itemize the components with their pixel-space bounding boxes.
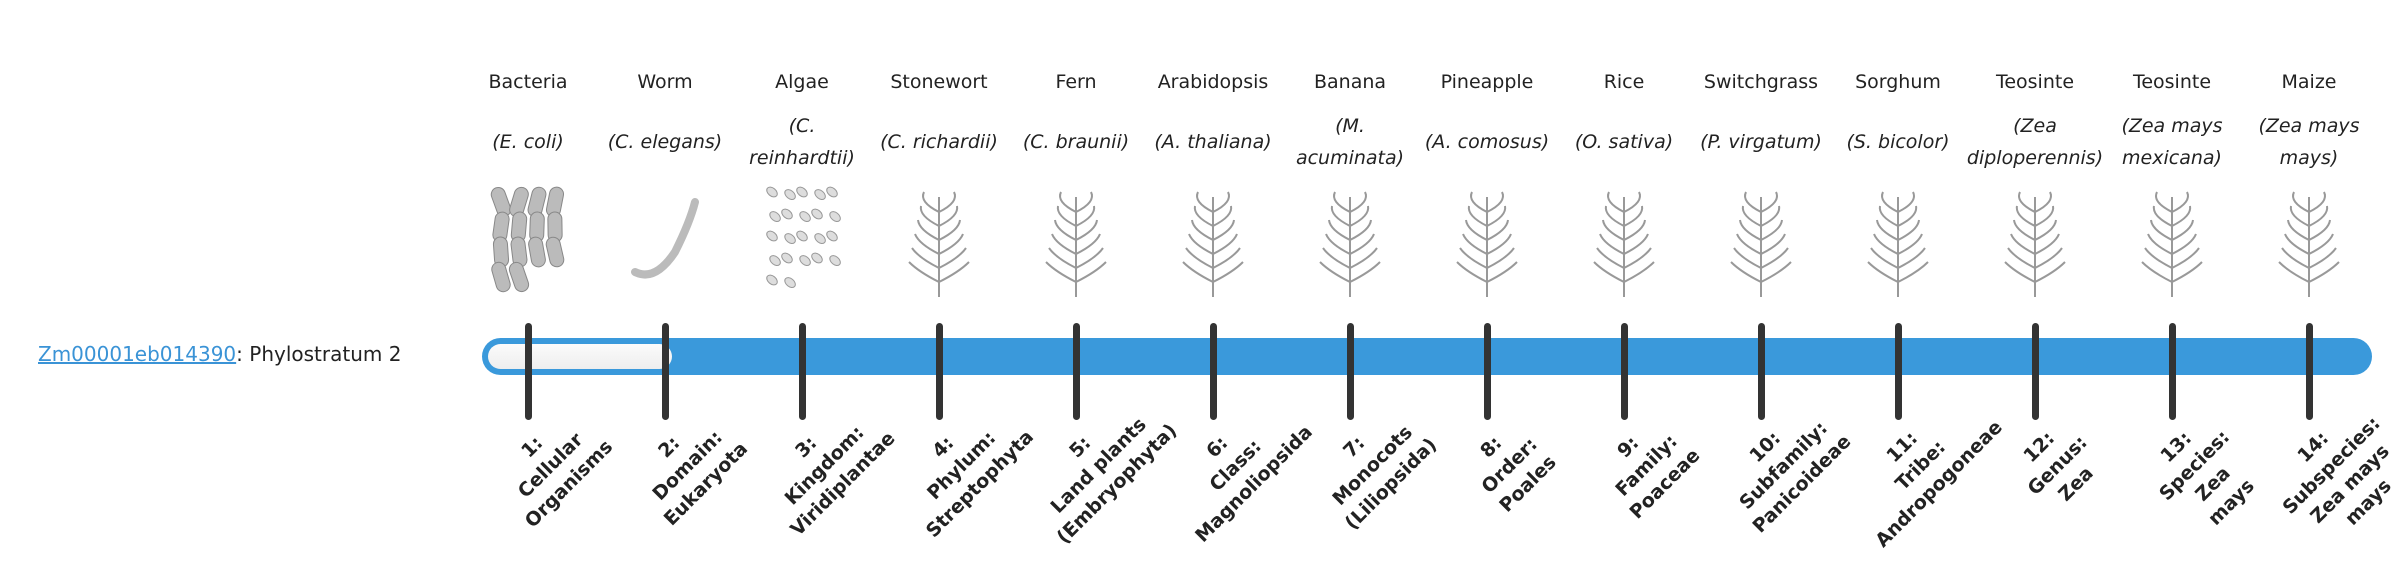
organism-common-name: Sorghum bbox=[1855, 71, 1941, 93]
stratum-tick bbox=[799, 323, 806, 420]
stratum-tick bbox=[1621, 323, 1628, 420]
stratum-tick bbox=[936, 323, 943, 420]
teosinte-illustration bbox=[2104, 182, 2240, 302]
organism-common-name: Maize bbox=[2281, 71, 2337, 93]
gene-label: Zm00001eb014390: Phylostratum 2 bbox=[38, 342, 401, 366]
gene-link[interactable]: Zm00001eb014390 bbox=[38, 342, 237, 366]
organism-scientific-name: (Zea mays mexicana) bbox=[2121, 115, 2223, 169]
organism-column: Fern (C. braunii) bbox=[1008, 62, 1144, 302]
stratum-tick bbox=[2032, 323, 2039, 420]
organism-common-name: Stonewort bbox=[890, 71, 988, 93]
switchgrass-illustration bbox=[1693, 182, 1829, 302]
organism-column: Algae (C. reinhardtii) bbox=[734, 62, 870, 302]
organism-column: Switchgrass (P. virgatum) bbox=[1693, 62, 1829, 302]
stratum-tick bbox=[1484, 323, 1491, 420]
bacteria-illustration bbox=[460, 182, 596, 302]
fern-illustration bbox=[1008, 182, 1144, 302]
organism-column: Worm (C. elegans) bbox=[597, 62, 733, 302]
organism-scientific-name: (C. reinhardtii) bbox=[749, 115, 855, 169]
phylostratum-bar bbox=[482, 338, 2372, 375]
organism-common-name: Rice bbox=[1603, 71, 1645, 93]
banana-illustration bbox=[1282, 182, 1418, 302]
organism-column: Rice (O. sativa) bbox=[1556, 62, 1692, 302]
organism-common-name: Teosinte bbox=[1995, 71, 2075, 93]
organism-column: Pineapple (A. comosus) bbox=[1419, 62, 1555, 302]
stonewort-illustration bbox=[871, 182, 1007, 302]
organism-common-name: Teosinte bbox=[2132, 71, 2212, 93]
stratum-tick bbox=[2169, 323, 2176, 420]
organism-column: Stonewort (C. richardii) bbox=[871, 62, 1007, 302]
maize-illustration bbox=[2241, 182, 2377, 302]
teosinte-illustration bbox=[1967, 182, 2103, 302]
organism-common-name: Fern bbox=[1055, 71, 1097, 93]
organism-scientific-name: (Zea mays mays) bbox=[2258, 115, 2360, 169]
rice-illustration bbox=[1556, 182, 1692, 302]
organism-common-name: Pineapple bbox=[1440, 71, 1534, 93]
stratum-tick bbox=[1758, 323, 1765, 420]
organism-scientific-name: (C. elegans) bbox=[607, 131, 723, 153]
worm-illustration bbox=[597, 182, 733, 302]
stratum-tick bbox=[1210, 323, 1217, 420]
organism-column: Banana (M. acuminata) bbox=[1282, 62, 1418, 302]
organism-column: Bacteria (E. coli) bbox=[460, 62, 596, 302]
organism-scientific-name: (Zea diploperennis) bbox=[1966, 115, 2104, 169]
algae-illustration bbox=[734, 182, 870, 302]
organism-scientific-name: (O. sativa) bbox=[1574, 131, 1674, 153]
organism-column: Sorghum (S. bicolor) bbox=[1830, 62, 1966, 302]
organism-common-name: Bacteria bbox=[488, 71, 568, 93]
organism-column: Arabidopsis (A. thaliana) bbox=[1145, 62, 1281, 302]
sorghum-illustration bbox=[1830, 182, 1966, 302]
stratum-tick bbox=[1895, 323, 1902, 420]
organism-scientific-name: (E. coli) bbox=[492, 131, 564, 153]
organism-scientific-name: (A. comosus) bbox=[1424, 131, 1550, 153]
organism-column: Teosinte (Zea diploperennis) bbox=[1967, 62, 2103, 302]
arabidopsis-illustration bbox=[1145, 182, 1281, 302]
organism-scientific-name: (P. virgatum) bbox=[1700, 131, 1822, 153]
organism-scientific-name: (S. bicolor) bbox=[1846, 131, 1950, 153]
phylostratum-fill bbox=[488, 344, 672, 369]
stratum-tick bbox=[2306, 323, 2313, 420]
pineapple-illustration bbox=[1419, 182, 1555, 302]
organism-common-name: Algae bbox=[775, 71, 829, 93]
organism-column: Teosinte (Zea mays mexicana) bbox=[2104, 62, 2240, 302]
organism-scientific-name: (C. braunii) bbox=[1022, 131, 1130, 153]
stratum-tick bbox=[525, 323, 532, 420]
organism-common-name: Banana bbox=[1313, 71, 1387, 93]
organism-common-name: Arabidopsis bbox=[1157, 71, 1269, 93]
organism-scientific-name: (M. acuminata) bbox=[1295, 115, 1405, 169]
phylostratum-text: : Phylostratum 2 bbox=[236, 342, 402, 366]
organism-scientific-name: (C. richardii) bbox=[880, 131, 998, 153]
organism-scientific-name: (A. thaliana) bbox=[1154, 131, 1272, 153]
organism-common-name: Worm bbox=[637, 71, 693, 93]
organism-common-name: Switchgrass bbox=[1703, 71, 1819, 93]
stratum-tick bbox=[1347, 323, 1354, 420]
stratum-tick bbox=[662, 323, 669, 420]
organism-column: Maize (Zea mays mays) bbox=[2241, 62, 2377, 302]
stratum-tick bbox=[1073, 323, 1080, 420]
